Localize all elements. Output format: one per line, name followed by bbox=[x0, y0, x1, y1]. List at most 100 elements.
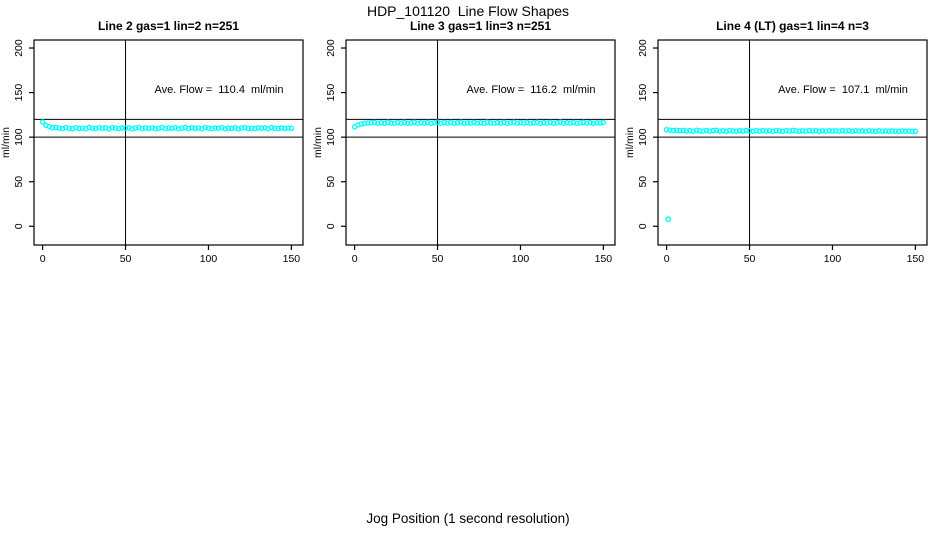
data-point bbox=[228, 125, 235, 132]
x-tick-label: 50 bbox=[432, 253, 444, 265]
data-point bbox=[285, 125, 291, 131]
data-point bbox=[726, 127, 733, 134]
data-point bbox=[693, 127, 700, 133]
data-point bbox=[809, 128, 816, 134]
chart-panel-line2: Line 2 gas=1 lin=2 n=251 0 50 100 150 0 50 100 1… bbox=[0, 14, 312, 280]
data-point bbox=[574, 120, 580, 126]
data-point bbox=[189, 125, 195, 131]
data-point bbox=[258, 125, 265, 132]
data-point bbox=[803, 128, 809, 134]
data-point bbox=[165, 125, 172, 131]
y-tick-label: 100 bbox=[325, 128, 337, 146]
data-point bbox=[471, 119, 477, 126]
data-point bbox=[849, 128, 856, 135]
data-point bbox=[833, 127, 839, 134]
panel-title: Line 3 gas=1 lin=3 n=251 bbox=[410, 19, 551, 33]
data-point bbox=[587, 119, 593, 126]
data-point bbox=[491, 120, 497, 126]
panel-title: Line 2 gas=1 lin=2 n=251 bbox=[98, 19, 239, 33]
data-point bbox=[856, 128, 862, 134]
data-point bbox=[540, 119, 547, 126]
data-point bbox=[408, 120, 414, 126]
data-point bbox=[116, 125, 122, 132]
data-point bbox=[119, 125, 125, 131]
data-point bbox=[205, 125, 212, 131]
data-point bbox=[846, 128, 852, 134]
page-title: HDP_101120 Line Flow Shapes bbox=[366, 3, 570, 19]
data-point bbox=[580, 119, 587, 126]
data-point bbox=[577, 120, 583, 126]
data-point bbox=[56, 125, 62, 131]
y-tick-label: 150 bbox=[637, 84, 649, 102]
data-point bbox=[497, 120, 504, 126]
data-point bbox=[783, 127, 789, 134]
data-point bbox=[155, 125, 162, 131]
data-point bbox=[209, 125, 215, 132]
data-point bbox=[773, 127, 779, 134]
data-point bbox=[560, 120, 567, 126]
data-point bbox=[700, 128, 706, 134]
data-point bbox=[152, 125, 159, 132]
y-tick-label: 0 bbox=[637, 223, 649, 229]
y-tick-label: 200 bbox=[637, 39, 649, 57]
data-point bbox=[524, 119, 530, 126]
data-point bbox=[753, 127, 759, 134]
data-point bbox=[474, 120, 481, 126]
data-point bbox=[600, 119, 607, 126]
data-point bbox=[594, 119, 600, 126]
data-point bbox=[282, 125, 288, 132]
data-point bbox=[388, 120, 394, 126]
x-tick-label: 0 bbox=[40, 253, 46, 265]
data-point bbox=[716, 128, 723, 134]
data-point bbox=[132, 125, 139, 131]
data-point bbox=[358, 121, 365, 127]
data-point bbox=[195, 125, 202, 131]
y-tick-label: 50 bbox=[13, 176, 25, 188]
data-point bbox=[793, 128, 799, 134]
x-tick-label: 50 bbox=[120, 253, 132, 265]
data-point bbox=[537, 120, 544, 127]
data-point bbox=[550, 120, 557, 126]
data-point bbox=[487, 120, 494, 126]
x-tick-label: 0 bbox=[352, 253, 358, 265]
data-point bbox=[521, 120, 527, 126]
data-point bbox=[238, 125, 245, 131]
data-point bbox=[368, 119, 374, 126]
data-point bbox=[464, 120, 471, 126]
data-point bbox=[454, 119, 461, 126]
data-point bbox=[467, 120, 474, 126]
data-point bbox=[86, 124, 92, 131]
data-point bbox=[185, 125, 192, 132]
data-point bbox=[597, 120, 603, 126]
y-tick-label: 0 bbox=[325, 223, 337, 229]
data-point bbox=[836, 128, 842, 134]
data-point bbox=[829, 128, 836, 134]
data-point bbox=[385, 119, 391, 125]
data-point bbox=[418, 119, 424, 126]
data-point bbox=[866, 127, 872, 134]
data-point bbox=[428, 120, 434, 127]
y-axis-title: ml/min bbox=[624, 127, 636, 158]
data-point bbox=[365, 120, 371, 126]
data-point bbox=[713, 127, 720, 134]
data-point bbox=[842, 128, 849, 134]
x-tick-label: 150 bbox=[907, 253, 925, 265]
data-point bbox=[879, 128, 885, 134]
data-point bbox=[667, 127, 673, 133]
x-axis-label: Jog Position (1 second resolution) bbox=[366, 511, 570, 526]
data-point bbox=[799, 127, 806, 134]
data-point bbox=[527, 120, 534, 126]
data-point bbox=[789, 127, 796, 134]
data-point bbox=[547, 119, 554, 126]
data-point bbox=[262, 125, 268, 131]
data-point bbox=[766, 127, 773, 134]
data-point bbox=[806, 127, 813, 134]
y-axis-title: ml/min bbox=[312, 127, 324, 158]
y-tick-label: 200 bbox=[325, 39, 337, 57]
data-point bbox=[680, 127, 686, 134]
plot-box bbox=[657, 39, 928, 246]
y-tick-label: 200 bbox=[13, 39, 25, 57]
data-point bbox=[544, 120, 550, 126]
ave-flow-annotation: Ave. Flow = 107.1 ml/min bbox=[778, 84, 908, 96]
x-tick-label: 150 bbox=[595, 253, 613, 265]
